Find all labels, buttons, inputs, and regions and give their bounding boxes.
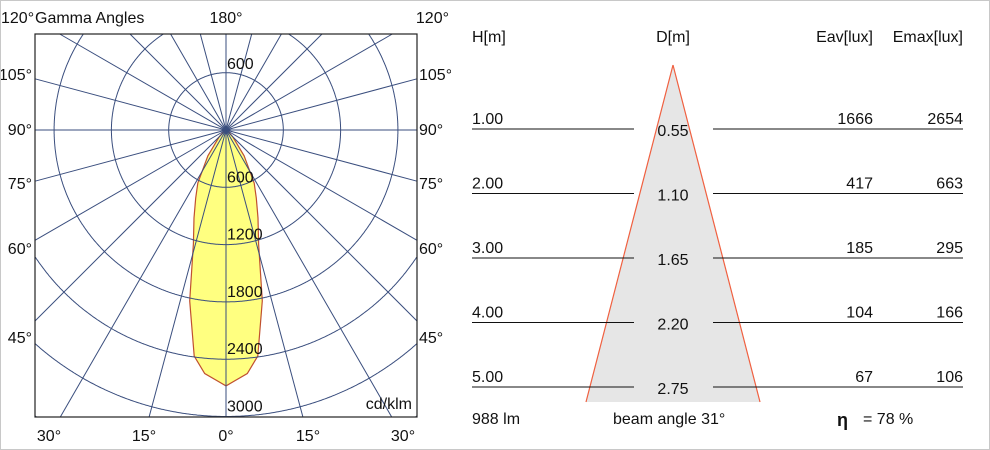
grid-spoke [59,129,227,418]
efficiency-value: = 78 % [863,411,913,428]
eav-value: 104 [846,305,873,322]
side-angle-label-right: 60° [419,241,443,258]
grid-spoke [34,129,227,182]
table-row: 4.00 2.20 104 166 [472,305,963,334]
side-angle-label-left: 90° [8,122,32,139]
side-angle-label-left: 105° [1,67,32,84]
grid-spoke [225,129,418,182]
side-angle-label-right: 90° [419,122,443,139]
header-h: H[m] [472,29,506,46]
eav-value: 1666 [837,111,873,128]
efficiency-symbol: η [837,410,848,430]
emax-value: 2654 [927,111,963,128]
radial-label-top: 600 [227,56,254,73]
diameter-value: 2.20 [657,317,688,334]
grid-spoke [170,33,227,131]
beam-cone-fill [586,65,760,402]
grid-circle [34,343,418,417]
diameter-value: 0.55 [657,123,688,140]
unit-label: cd/klm [366,396,412,413]
grid-spoke [225,78,418,131]
height-value: 5.00 [472,369,503,386]
table-row: 3.00 1.65 185 295 [472,240,963,269]
radial-tick-label: 600 [227,169,254,186]
table-row: 2.00 1.10 417 663 [472,176,963,205]
side-angle-label-left: 75° [8,176,32,193]
header-d: D[m] [656,29,690,46]
height-value: 1.00 [472,111,503,128]
height-value: 3.00 [472,240,503,257]
side-angle-label-left: 60° [8,241,32,258]
side-angle-label-right: 45° [419,330,443,347]
polar-diagram: 120° Gamma Angles 180° 120°105° 105°90° 90°75… [1,10,451,445]
grid-spoke [199,33,227,131]
bottom-angle-label: 15° [132,428,156,445]
grid-spoke [34,129,227,322]
radial-tick-label: 3000 [227,399,263,416]
grid-spoke [34,129,227,241]
grid-circle [110,33,342,246]
grid-circle [34,257,418,360]
grid-spoke [225,33,282,131]
grid-spoke [34,78,227,131]
grid-spoke [225,129,418,322]
emax-value: 166 [936,305,963,322]
emax-value: 295 [936,240,963,257]
grid-spoke [225,33,253,131]
bottom-angle-label: 30° [37,428,61,445]
header-emax: Emax[lux] [893,29,963,46]
bottom-angle-label: 30° [391,428,415,445]
eav-value: 185 [846,240,873,257]
radial-tick-label: 2400 [227,341,263,358]
diameter-value: 2.75 [657,381,688,398]
corner-angle-left: 120° [1,10,34,27]
header-eav: Eav[lux] [816,29,873,46]
grid-spoke [225,129,418,241]
eav-value: 67 [855,369,873,386]
emax-value: 663 [936,176,963,193]
grid-spoke [59,33,227,131]
eav-value: 417 [846,176,873,193]
emax-value: 106 [936,369,963,386]
height-value: 4.00 [472,305,503,322]
grid-spoke [129,33,227,131]
grid-spoke [225,129,393,418]
top-angle-label: 180° [209,10,242,27]
grid-circle [53,34,399,303]
diameter-value: 1.10 [657,188,688,205]
table-row: 5.00 2.75 67 106 [472,369,963,398]
corner-angle-right: 120° [416,10,449,27]
grid-spoke [225,33,323,131]
bottom-angle-label: 0° [218,428,233,445]
beam-cone-edge [585,64,674,403]
radial-tick-label: 1200 [227,227,263,244]
grid-spoke [225,33,393,131]
beam-cone-edge [672,64,761,403]
side-angle-label-right: 75° [419,176,443,193]
side-angle-label-right: 105° [419,67,451,84]
plot-frame [34,33,418,418]
grid-spoke [148,129,227,418]
side-angle-label-left: 45° [8,330,32,347]
chart-title: Gamma Angles [35,10,144,27]
bottom-angle-label: 15° [296,428,320,445]
height-value: 2.00 [472,176,503,193]
lumen-value: 988 lm [472,411,520,428]
grid-spoke [225,129,304,418]
diameter-value: 1.65 [657,252,688,269]
beam-angle: beam angle 31° [613,411,725,428]
table-row: 1.00 0.55 1666 2654 [472,111,963,140]
radial-tick-label: 1800 [227,284,263,301]
